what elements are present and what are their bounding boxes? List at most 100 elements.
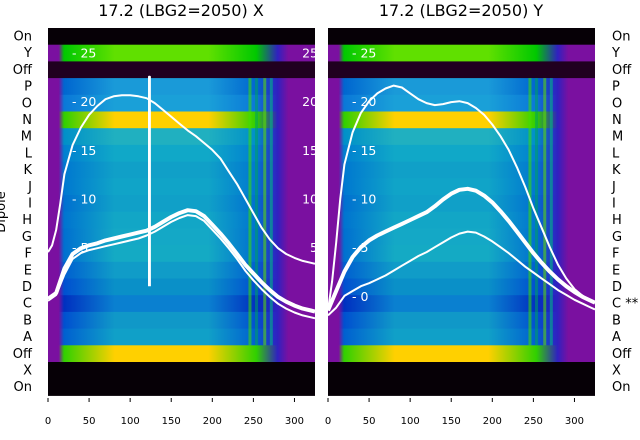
row-label: D (22, 280, 32, 295)
heatmap-row-6 (48, 128, 315, 146)
heatmap-row-6 (328, 128, 595, 146)
row-label: Off (13, 63, 33, 78)
x-tick-label: 150 (442, 416, 461, 427)
heatmap-row-17 (328, 311, 595, 330)
series-lower (48, 214, 315, 320)
x-tick-label: 0 (45, 416, 51, 427)
overlay-tick-label: - 5 (352, 240, 368, 255)
heatmap-row-12 (48, 228, 315, 246)
streak-2 (543, 78, 547, 346)
overlay-tick-label-right: 10 (302, 192, 318, 207)
row-label: N (22, 113, 32, 128)
row-label: J (611, 180, 616, 195)
row-label: Off (612, 347, 632, 362)
heatmap-row-15 (328, 278, 595, 296)
heatmap-row-11 (48, 211, 315, 229)
heatmap-row-5 (328, 111, 595, 129)
row-label: On (612, 380, 630, 395)
heatmap-row-4 (48, 94, 315, 112)
x-tick-label: 200 (203, 416, 222, 427)
streak-0 (528, 78, 532, 346)
overlay-tick-label: - 10 (352, 192, 376, 207)
row-label: N (612, 113, 622, 128)
row-label: G (22, 230, 32, 245)
panel-x: 17.2 (LBG2=2050) X OnYOffPONMLKJIHGFEDCB… (0, 1, 318, 427)
heatmap-row-0 (48, 28, 315, 46)
row-label: X (612, 364, 621, 379)
heatmap-row-15 (48, 278, 315, 296)
heatmap-row-19 (328, 345, 595, 363)
row-label: A (23, 330, 32, 345)
overlay-tick-label-right: 20 (302, 94, 318, 109)
panel-y: 17.2 (LBG2=2050) Y OnYOffPONMLKJIHGFEDC … (325, 1, 639, 427)
heatmap-row-20 (48, 362, 315, 380)
overlay-ticks-y: - 0 - 5 - 10 - 15 - 20 - 25 (352, 45, 376, 303)
series-mean (328, 186, 595, 312)
overlay-tick-label-right: 25 (302, 45, 318, 60)
row-label: F (612, 247, 619, 262)
row-label: L (612, 146, 620, 161)
overlay-tick-label: - 10 (72, 192, 96, 207)
x-tick-label: 200 (483, 416, 502, 427)
row-label: E (24, 263, 32, 278)
row-label: C ** (612, 297, 639, 312)
heatmap-row-7 (48, 144, 315, 163)
heatmap-row-18 (48, 328, 315, 346)
heatmap-row-1 (48, 44, 315, 62)
row-label: C (23, 297, 32, 312)
series-spike (148, 75, 151, 287)
overlay-tick-label: - 25 (352, 45, 376, 60)
streak-1 (535, 78, 539, 346)
x-tick-label: 150 (162, 416, 181, 427)
row-label: On (14, 30, 32, 45)
row-label: M (21, 130, 32, 145)
row-label: On (14, 380, 32, 395)
panel-x-title: 17.2 (LBG2=2050) X (98, 1, 264, 20)
heatmap-row-16 (328, 295, 595, 313)
row-label: Y (23, 46, 32, 61)
x-tick-label: 0 (325, 416, 331, 427)
heatmap-row-1 (328, 44, 595, 62)
heatmap-row-19 (48, 345, 315, 363)
row-label: K (612, 163, 621, 178)
x-tick-label: 300 (285, 416, 304, 427)
x-tick-label: 50 (363, 416, 376, 427)
overlay-tick-label: - 5 (72, 240, 88, 255)
heatmap-row-9 (328, 178, 595, 196)
streak-3 (549, 78, 553, 346)
overlay-tick-label: - 25 (72, 45, 96, 60)
overlay-lines-x (48, 75, 315, 320)
row-label: P (24, 80, 32, 95)
heatmap-row-7 (328, 144, 595, 163)
heatmap-row-10 (48, 195, 315, 213)
row-label: F (25, 247, 32, 262)
heatmap-row-2 (328, 61, 595, 79)
heatmap-row-17 (48, 311, 315, 330)
row-label: I (612, 197, 616, 212)
row-label: X (23, 364, 32, 379)
heatmap-row-13 (48, 245, 315, 263)
series-mean (48, 208, 315, 314)
heatmap-row-12 (328, 228, 595, 246)
x-tick-label: 100 (401, 416, 420, 427)
heatmap-row-8 (328, 161, 595, 179)
heatmap-row-21 (328, 378, 595, 396)
heatmap-row-14 (328, 261, 595, 279)
heatmap-row-4 (328, 94, 595, 112)
streak-0 (248, 78, 252, 346)
row-label: E (612, 263, 620, 278)
x-tick-label: 250 (244, 416, 263, 427)
series-envelope (328, 84, 595, 311)
overlay-tick-label: - 0 (352, 289, 368, 304)
heatmap-row-16 (48, 295, 315, 313)
x-tick-label: 100 (121, 416, 140, 427)
row-label: D (612, 280, 622, 295)
row-label: L (25, 146, 33, 161)
streak-2 (263, 78, 267, 346)
x-tick-label: 50 (83, 416, 96, 427)
row-label: Y (611, 46, 620, 61)
row-label: On (612, 30, 630, 45)
